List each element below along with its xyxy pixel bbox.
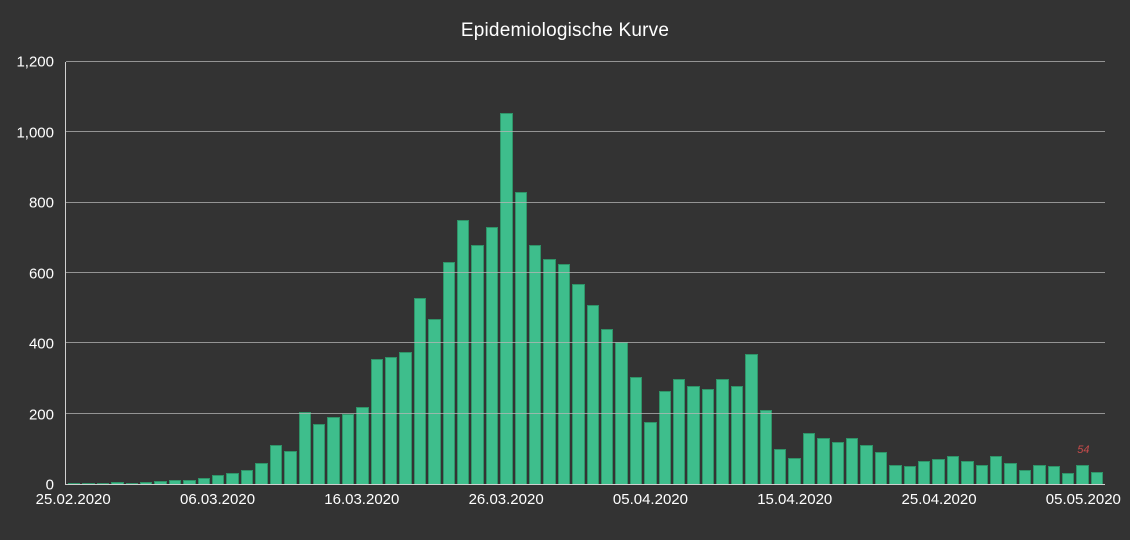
bar[interactable] — [298, 411, 311, 484]
bar[interactable] — [845, 438, 859, 484]
bar[interactable] — [356, 406, 369, 484]
bar[interactable] — [889, 464, 902, 484]
bar[interactable] — [212, 475, 225, 484]
bar[interactable] — [327, 417, 340, 484]
bar[interactable] — [96, 482, 110, 484]
bar[interactable] — [485, 227, 499, 484]
bar[interactable] — [82, 483, 95, 484]
y-tick-label: 1,200 — [16, 53, 54, 71]
chart-title: Epidemiologische Kurve — [460, 20, 670, 41]
bar[interactable] — [125, 482, 139, 484]
bar[interactable] — [471, 244, 484, 484]
gridline — [66, 61, 1105, 62]
x-tick-label: 26.03.2020 — [468, 491, 544, 508]
gridline — [66, 412, 1105, 414]
y-tick-label: 1,000 — [16, 124, 54, 141]
x-tick-label: 05.04.2020 — [612, 491, 688, 508]
bar[interactable] — [932, 459, 945, 484]
bars — [66, 62, 1105, 484]
y-tick-label: 800 — [28, 194, 54, 212]
gridline — [66, 342, 1105, 344]
bar[interactable] — [255, 462, 268, 484]
bar[interactable] — [442, 262, 455, 484]
gridline — [66, 201, 1105, 203]
y-tick-label: 400 — [28, 335, 54, 353]
bar[interactable] — [903, 466, 916, 484]
x-tick-label: 25.02.2020 — [35, 491, 111, 508]
bar[interactable] — [831, 441, 844, 484]
bar[interactable] — [428, 318, 441, 484]
x-tick-label: 25.04.2020 — [901, 491, 977, 508]
bar[interactable] — [529, 244, 542, 484]
bar[interactable] — [946, 455, 960, 484]
x-tick-label: 15.04.2020 — [757, 491, 833, 508]
bar[interactable] — [586, 304, 600, 484]
y-tick-label: 600 — [28, 265, 54, 282]
bar[interactable] — [269, 445, 283, 484]
bar[interactable] — [226, 473, 239, 484]
gridline — [66, 272, 1105, 273]
bar[interactable] — [817, 438, 830, 484]
bar[interactable] — [975, 464, 988, 484]
bar[interactable] — [1033, 464, 1046, 484]
bar[interactable] — [874, 452, 888, 484]
bar[interactable] — [572, 283, 585, 484]
bar[interactable] — [990, 455, 1003, 484]
bar[interactable] — [773, 448, 787, 484]
bar[interactable] — [759, 410, 772, 484]
bar[interactable] — [140, 482, 153, 484]
bar[interactable] — [68, 483, 81, 484]
bar[interactable] — [687, 385, 700, 484]
plot-area: 25.02.2020 06.03.2020 16.03.2020 26.03.2020… — [36, 61, 1121, 508]
bar[interactable] — [197, 477, 211, 484]
bar[interactable] — [456, 220, 470, 484]
bar[interactable] — [370, 359, 383, 484]
bar[interactable] — [312, 424, 326, 484]
bar[interactable] — [168, 480, 182, 484]
bar[interactable] — [1076, 465, 1089, 484]
bar[interactable] — [745, 353, 758, 484]
bar[interactable] — [413, 297, 427, 484]
bar[interactable] — [961, 461, 974, 484]
bar[interactable] — [1047, 466, 1061, 484]
bar[interactable] — [514, 192, 527, 484]
bar[interactable] — [917, 461, 931, 484]
bar[interactable] — [716, 378, 729, 484]
bar[interactable] — [543, 258, 556, 484]
bar[interactable] — [1090, 471, 1104, 484]
x-tick-label: 06.03.2020 — [179, 491, 256, 508]
bar[interactable] — [557, 264, 571, 484]
bar[interactable] — [284, 450, 297, 484]
bar[interactable] — [341, 413, 355, 484]
bar[interactable] — [730, 385, 744, 484]
bar[interactable] — [658, 390, 672, 484]
bar[interactable] — [802, 433, 816, 484]
bar[interactable] — [1018, 469, 1032, 484]
bar-value-label: 54 — [1077, 444, 1090, 457]
bar[interactable] — [860, 445, 873, 484]
bar[interactable] — [701, 389, 715, 484]
bar[interactable] — [601, 329, 614, 484]
x-tick-label: 05.05.2020 — [1045, 491, 1121, 508]
bar[interactable] — [111, 482, 124, 484]
y-tick-label: 200 — [28, 406, 54, 424]
bar[interactable] — [1004, 462, 1017, 484]
bar[interactable] — [183, 479, 196, 484]
bar[interactable] — [629, 376, 643, 484]
bar[interactable] — [154, 481, 167, 484]
bar[interactable] — [240, 469, 254, 484]
x-tick-label: 16.03.2020 — [324, 491, 400, 508]
bar[interactable] — [500, 113, 513, 484]
bar[interactable] — [384, 357, 398, 484]
bar[interactable] — [673, 378, 686, 484]
bar[interactable] — [788, 457, 801, 484]
bar[interactable] — [644, 422, 657, 484]
bar[interactable] — [1062, 473, 1075, 484]
y-tick-label: 0 — [45, 476, 54, 494]
gridline — [66, 131, 1105, 133]
bar[interactable] — [399, 352, 412, 484]
y-axis: 0 200 400 600 800 1,000 1,200 — [0, 54, 60, 494]
